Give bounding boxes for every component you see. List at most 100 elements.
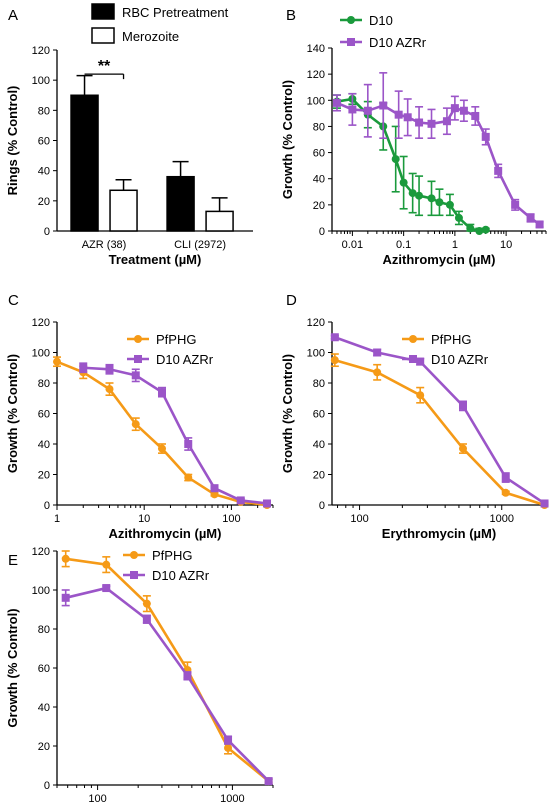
x-tick-label: 100: [350, 513, 368, 525]
data-point: [481, 225, 490, 234]
y-tick-label: 20: [313, 200, 325, 212]
data-point: [526, 213, 535, 222]
data-point: [427, 119, 436, 128]
data-point: [535, 220, 544, 229]
data-point: [501, 473, 510, 482]
bar: [109, 189, 138, 232]
y-tick-label: 0: [44, 500, 50, 512]
data-point: [363, 106, 372, 115]
legend-marker: [130, 571, 138, 579]
x-axis-label: Azithromycin (µM): [383, 252, 496, 267]
x-axis-label: Azithromycin (µM): [109, 526, 222, 541]
legend-marker: [134, 335, 142, 343]
data-point: [53, 357, 61, 366]
legend-marker: [130, 551, 138, 559]
data-point: [501, 488, 510, 497]
y-tick-label: 100: [32, 348, 50, 360]
data-point: [471, 111, 480, 120]
data-point: [379, 101, 388, 110]
data-point: [459, 106, 468, 115]
y-tick-label: 120: [307, 69, 325, 81]
data-point: [481, 132, 490, 141]
x-tick-label: 1: [54, 513, 60, 525]
panel-label: C: [8, 292, 19, 309]
data-point: [403, 113, 412, 122]
data-point: [183, 671, 192, 680]
data-point: [416, 391, 425, 400]
data-point: [458, 401, 467, 410]
series-line: [83, 366, 268, 505]
y-tick-label: 80: [38, 624, 50, 636]
y-tick-label: 20: [313, 470, 325, 482]
panel-label: E: [8, 552, 18, 569]
data-point: [224, 736, 233, 745]
legend-label: Merozoite: [122, 29, 179, 44]
data-point: [373, 368, 382, 377]
data-point: [330, 333, 339, 342]
panel-d: 0 20 40 60 80 100 120 Growth (% Control) Erythro…: [280, 292, 549, 541]
data-point: [511, 200, 520, 209]
x-tick-label: 1000: [489, 513, 513, 525]
legend-label: PfPHG: [156, 332, 196, 347]
y-axis-label: Growth (% Control): [280, 354, 295, 473]
panel-a: 0 20 40 60 80 100 120 Rings (% Control) Treatmen…: [5, 3, 253, 267]
y-tick-label: 20: [38, 470, 50, 482]
y-axis-label: Growth (% Control): [280, 80, 295, 199]
data-point: [210, 490, 219, 499]
legend-label: PfPHG: [431, 332, 471, 347]
data-point: [184, 473, 193, 482]
legend-label: D10: [369, 13, 393, 28]
y-tick-label: 0: [44, 780, 50, 792]
y-tick-label: 60: [38, 409, 50, 421]
data-point: [454, 213, 463, 222]
legend-marker: [409, 355, 417, 363]
data-point: [330, 356, 339, 365]
data-point: [427, 194, 436, 203]
panel-label: D: [286, 292, 297, 309]
data-point: [184, 440, 193, 448]
data-point: [399, 178, 408, 187]
x-tick-label: 100: [88, 793, 106, 805]
y-tick-label: 0: [319, 500, 325, 512]
data-point: [450, 104, 459, 113]
significance-label: **: [98, 58, 111, 75]
y-tick-label: 40: [38, 166, 50, 178]
data-point: [332, 98, 341, 107]
x-tick-label: 0.01: [342, 239, 363, 251]
legend-marker: [347, 16, 355, 24]
y-tick-label: 60: [313, 409, 325, 421]
legend-marker: [134, 355, 142, 363]
data-point: [236, 496, 245, 505]
legend-label: D10 AZRr: [369, 35, 427, 50]
legend-label: PfPHG: [152, 548, 192, 563]
data-point: [445, 200, 454, 209]
data-point: [442, 117, 451, 126]
data-point: [131, 420, 140, 429]
y-tick-label: 20: [38, 196, 50, 208]
y-tick-label: 40: [313, 174, 325, 186]
data-point: [466, 224, 475, 233]
data-point: [105, 365, 114, 374]
series-d10-azrr: D10 AZRr: [79, 352, 271, 508]
x-tick-label: 1: [452, 239, 458, 251]
panel-label: A: [8, 7, 18, 24]
y-tick-label: 80: [313, 378, 325, 390]
x-axis-label: Erythromycin (µM): [382, 526, 496, 541]
data-point: [475, 227, 484, 235]
x-tick-label: 1000: [220, 793, 244, 805]
data-point: [79, 363, 88, 372]
y-tick-label: 100: [307, 95, 325, 107]
series-line: [65, 586, 270, 783]
data-point: [373, 348, 382, 357]
data-point: [224, 743, 233, 752]
y-tick-label: 60: [38, 136, 50, 148]
data-point: [61, 593, 70, 602]
y-tick-label: 120: [32, 45, 50, 57]
x-tick-label: 10: [138, 513, 150, 525]
data-point: [348, 105, 357, 114]
legend-marker: [347, 38, 355, 46]
data-point: [61, 554, 70, 563]
y-tick-label: 80: [313, 121, 325, 133]
data-point: [105, 385, 114, 394]
